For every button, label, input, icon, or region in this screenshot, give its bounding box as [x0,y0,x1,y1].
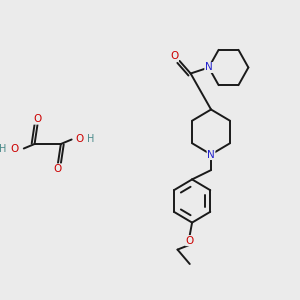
Text: O: O [10,143,18,154]
Text: O: O [170,51,178,62]
Text: N: N [205,62,213,73]
Text: O: O [186,236,194,246]
Text: O: O [33,114,42,124]
Text: H: H [87,134,94,145]
Text: O: O [75,134,83,145]
Text: N: N [207,149,215,160]
Text: O: O [54,164,62,174]
Text: H: H [0,143,6,154]
